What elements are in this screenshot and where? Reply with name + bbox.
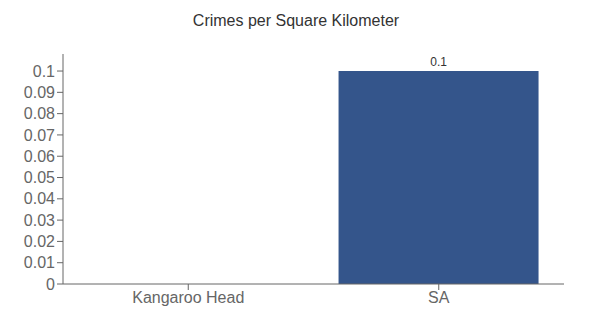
svg-text:0.1: 0.1 bbox=[430, 55, 447, 69]
svg-text:0.1: 0.1 bbox=[33, 63, 55, 80]
svg-text:0.08: 0.08 bbox=[24, 105, 55, 122]
svg-text:Kangaroo Head: Kangaroo Head bbox=[132, 289, 244, 306]
svg-text:SA: SA bbox=[428, 289, 450, 306]
svg-text:0.07: 0.07 bbox=[24, 127, 55, 144]
svg-text:0: 0 bbox=[46, 276, 55, 293]
svg-text:0.06: 0.06 bbox=[24, 148, 55, 165]
svg-text:0.02: 0.02 bbox=[24, 233, 55, 250]
svg-text:0.04: 0.04 bbox=[24, 190, 55, 207]
svg-text:0.03: 0.03 bbox=[24, 212, 55, 229]
svg-text:0.01: 0.01 bbox=[24, 254, 55, 271]
svg-text:0.05: 0.05 bbox=[24, 169, 55, 186]
svg-text:0.09: 0.09 bbox=[24, 84, 55, 101]
html-text:Crimes per Square Kilometer: Crimes per Square Kilometer bbox=[192, 12, 400, 29]
